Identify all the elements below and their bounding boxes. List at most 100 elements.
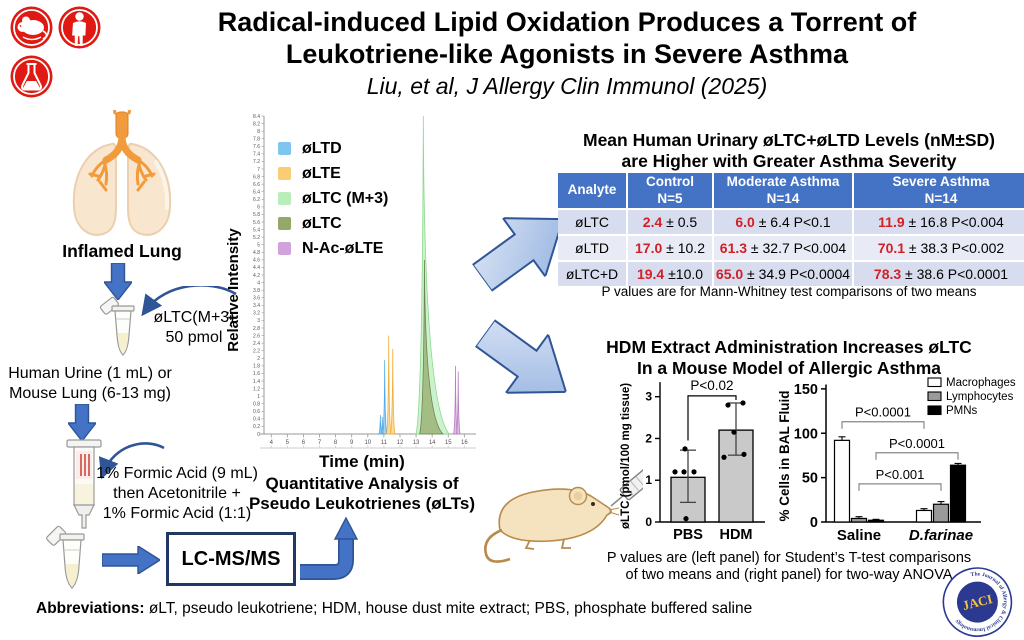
spike-label-line2: 50 pmol — [165, 329, 223, 346]
chromatogram-ylabel: Relative Intensity — [225, 228, 242, 352]
legend-label: øLTE — [302, 164, 341, 182]
svg-text:2: 2 — [257, 356, 260, 362]
svg-text:0.2: 0.2 — [253, 424, 260, 430]
svg-text:4.4: 4.4 — [253, 265, 260, 271]
bent-arrow-icon — [300, 516, 359, 580]
quant-caption-line2: Pseudo Leukotrienes (øLTs) — [248, 494, 476, 513]
table-value-cell: 17.0 ± 10.2 — [628, 236, 712, 260]
hdm-caption-line1: P values are (left panel) for Student’s … — [606, 550, 972, 566]
svg-text:8.2: 8.2 — [253, 121, 260, 127]
svg-text:7.6: 7.6 — [253, 144, 260, 150]
legend-swatch-icon — [278, 217, 291, 230]
citation: Liu, et al, J Allergy Clin Immunol (2025… — [366, 73, 768, 99]
inflamed-lung-illustration — [72, 110, 172, 236]
legend-swatch-icon — [278, 192, 291, 205]
bar-pmns — [949, 464, 967, 523]
mouse-icon — [10, 6, 53, 49]
svg-text:Lymphocytes: Lymphocytes — [946, 391, 1014, 403]
table-analyte-cell: øLTD — [558, 236, 626, 260]
lcms-box: LC-MS/MS — [166, 532, 296, 586]
svg-text:100: 100 — [794, 426, 818, 442]
table-header-cell: Analyte — [558, 173, 626, 208]
lcms-label: LC-MS/MS — [181, 547, 281, 570]
abbreviations-line: Abbreviations: øLT, pseudo leukotriene; … — [36, 600, 796, 618]
down-arrow-icon — [104, 263, 132, 300]
spe-text-line1: 1% Formic Acid (9 mL) — [96, 465, 258, 482]
svg-text:2.6: 2.6 — [253, 333, 260, 339]
svg-text:6.2: 6.2 — [253, 197, 260, 203]
svg-text:P<0.02: P<0.02 — [690, 378, 733, 393]
svg-text:3.2: 3.2 — [253, 311, 260, 317]
legend-item: øLTC — [278, 211, 388, 236]
bar-pmns — [867, 519, 885, 523]
svg-text:0.4: 0.4 — [253, 417, 260, 423]
human-icon — [58, 6, 101, 49]
svg-text:0.6: 0.6 — [253, 409, 260, 415]
svg-text:3.6: 3.6 — [253, 296, 260, 302]
svg-text:3: 3 — [257, 318, 260, 324]
legend-label: øLTC — [302, 214, 342, 232]
microtube-icon — [46, 525, 85, 589]
svg-text:2.8: 2.8 — [253, 326, 260, 332]
table-title-line1: Mean Human Urinary øLTC+øLTD Levels (nM±… — [583, 130, 995, 150]
svg-text:11: 11 — [381, 440, 388, 446]
svg-text:P<0.001: P<0.001 — [876, 467, 925, 482]
legend-item: øLTC (M+3) — [278, 186, 388, 211]
curved-arrow-icon — [98, 442, 165, 480]
svg-text:5.4: 5.4 — [253, 227, 260, 233]
spike-label-line1: øLTC(M+3) — [153, 309, 235, 326]
page-title-line2: Leukotriene-like Agonists in Severe Asth… — [285, 39, 849, 69]
block-arrow-down-right-icon — [461, 304, 587, 425]
svg-text:4.6: 4.6 — [253, 258, 260, 264]
svg-text:% Cells in BAL Fluid: % Cells in BAL Fluid — [777, 390, 792, 521]
legend-swatch-icon — [278, 167, 291, 180]
oltc-bar-chart: øLTC (pmol/100 mg tissue) 0 1 2 3 PBS HDM P<0.0… — [620, 378, 765, 543]
table-value-cell: 6.0 ± 6.4 P<0.1 — [714, 210, 852, 234]
svg-text:150: 150 — [794, 382, 818, 398]
svg-text:2.4: 2.4 — [253, 341, 260, 347]
svg-text:1.6: 1.6 — [253, 371, 260, 377]
svg-text:6: 6 — [302, 440, 306, 446]
svg-text:0: 0 — [645, 515, 652, 529]
bar-lymphocytes — [932, 503, 950, 523]
svg-text:4: 4 — [270, 440, 274, 446]
svg-text:7.8: 7.8 — [253, 137, 260, 143]
svg-text:4.2: 4.2 — [253, 273, 260, 279]
jaci-logo: The Journal of Allergy & Clinical Immuno… — [934, 558, 1022, 640]
quant-caption-line1: Quantitative Analysis of — [265, 474, 459, 493]
down-arrow-icon — [68, 404, 96, 441]
svg-text:3.8: 3.8 — [253, 288, 260, 294]
legend-swatch-icon — [278, 142, 291, 155]
spe-text-line3: 1% Formic Acid (1:1) — [102, 505, 252, 522]
svg-text:9: 9 — [350, 440, 354, 446]
flask-icon — [10, 55, 53, 98]
svg-text:P<0.0001: P<0.0001 — [889, 436, 945, 451]
legend-swatch-icon — [278, 242, 291, 255]
svg-text:5.6: 5.6 — [253, 220, 260, 226]
svg-text:1.2: 1.2 — [253, 386, 260, 392]
microtube-icon — [99, 296, 135, 356]
table-value-cell: 70.1 ± 38.3 P<0.002 — [854, 236, 1024, 260]
svg-text:2.2: 2.2 — [253, 349, 260, 355]
chromatogram-plot: 0 0.20.4 0.60.8 1 1.21.4 1.61.8 22.2 2.4 2.62.8 3… — [253, 114, 476, 449]
svg-text:4.8: 4.8 — [253, 250, 260, 256]
table-value-cell: 78.3 ± 38.6 P<0.0001 — [854, 262, 1024, 286]
svg-text:14: 14 — [429, 440, 436, 446]
urinary-levels-table: Analyte Control N=5 Moderate Asthma N=14 Seve… — [558, 173, 1024, 286]
inflamed-lung-label: Inflamed Lung — [62, 241, 182, 261]
svg-text:HDM: HDM — [719, 527, 752, 543]
legend-label: øLTD — [302, 139, 342, 157]
svg-text:6.6: 6.6 — [253, 182, 260, 188]
svg-text:15: 15 — [445, 440, 452, 446]
table-header-cell: Severe Asthma N=14 — [854, 173, 1024, 208]
svg-text:D.farinae: D.farinae — [909, 527, 973, 544]
svg-text:Macrophages: Macrophages — [946, 377, 1016, 389]
svg-text:50: 50 — [802, 471, 818, 487]
page-title-line1: Radical-induced Lipid Oxidation Produces… — [217, 7, 917, 37]
mouse-syringe-illustration — [484, 466, 643, 563]
table-value-cell: 65.0 ± 34.9 P<0.0004 — [714, 262, 852, 286]
svg-text:16: 16 — [461, 440, 468, 446]
bar-macrophages — [833, 439, 851, 523]
svg-text:1: 1 — [257, 394, 260, 400]
sample-text-line1: Human Urine (1 mL) or — [8, 365, 172, 382]
